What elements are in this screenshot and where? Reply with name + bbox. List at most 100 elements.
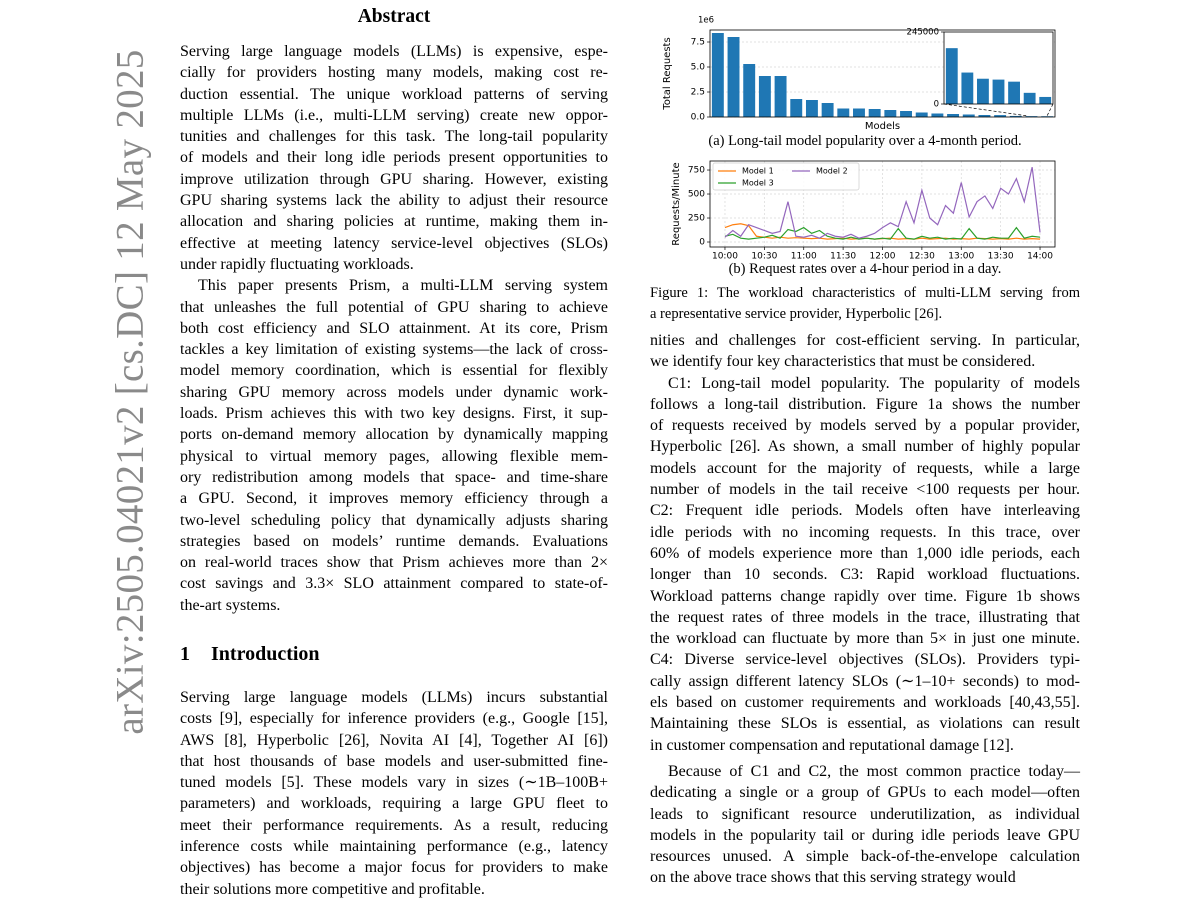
text-line: their solutions more competitive and pro… [180,880,485,898]
text-line: 60% of models experience more than 1,000… [650,544,1080,562]
text-line: strategies based on models’ runtime dema… [180,532,608,550]
text-line: Hyperbolic [26]. As shown, a small numbe… [650,438,1080,456]
text-line: tackles a key limitation of existing sys… [180,341,608,359]
x-tick-label: 12:30 [909,252,935,262]
legend-label: Model 1 [742,167,774,176]
text-line: that unleashes the full potential of GPU… [180,298,608,316]
text-line: inference costs while maintaining perfor… [180,838,608,856]
text-line: idle periods with no incoming requests. … [650,523,1080,541]
text-line: objectives) has become a major focus for… [180,859,608,877]
x-axis-label: Models [865,121,900,132]
text-line: loads. Prism achieves this with two key … [180,405,608,423]
paragraph: Serving large language models (LLMs) is … [180,41,608,275]
text-line: of models and their long idle periods pr… [180,149,608,167]
text-line: Workload patterns change rapidly over ti… [650,587,1080,605]
text-line: Maintaining these SLOs is essential, as … [650,715,1080,733]
bar [961,72,974,104]
text-line: allocation and sharing policies at runti… [180,213,608,231]
abstract-title: Abstract [357,6,431,27]
caption-lines: Figure 1: The workload characteristics o… [650,284,1080,327]
text-line: the workload can fluctuate by more than … [650,630,1080,648]
text-line: ory redistribution among models that spa… [180,468,608,486]
text-line: cally assign different latency SLOs (∼1–… [650,672,1080,690]
text-line: This paper presents Prism, a multi-LLM s… [198,277,608,295]
bar [1008,81,1020,104]
y-axis-label: Total Requests [662,37,673,110]
text-line: physical to virtual memory pages, allowi… [180,447,608,465]
bar [758,76,771,117]
bar [743,64,756,117]
subcaption: (b) Request rates over a 4-hour period i… [728,261,1002,277]
x-tick-label: 10:30 [751,252,777,262]
bar [868,109,881,117]
bar [774,76,787,117]
series-line [724,226,1041,240]
text-line: AWS [8], Hyperbolic [26], Novita AI [4],… [180,731,608,749]
bar [790,99,803,117]
legend-label: Model 3 [742,179,774,188]
bar [727,37,740,117]
section-title: Introduction [211,643,320,665]
x-tick-label: 11:00 [791,252,817,262]
y-tick-label: 0.0 [691,113,706,123]
axes-frame [709,160,1056,248]
bar [884,110,897,117]
abstract: Serving large language models (LLMs) is … [180,41,608,616]
text-line: GPU sharing systems lack the ability to … [180,192,608,210]
bar [994,115,1007,117]
bar [1023,92,1036,104]
text-line: leads to significant resource underutili… [650,805,1080,823]
paragraph: Because of C1 and C2, the most common pr… [650,761,1080,889]
y-tick-label: 2.5 [691,88,705,98]
paragraph: nities and challenges for cost-efficient… [650,330,1080,373]
text-line: two-level scheduling policy that dynamic… [180,511,608,529]
text-line: tunities and challenges for this task. T… [180,128,608,146]
y-tick-label: 5.0 [691,63,706,73]
bar [977,78,989,104]
x-tick-label: 14:00 [1027,252,1053,262]
text-line: parameters) and workloads, requiring a l… [180,795,608,813]
bar [805,100,818,117]
subcaption: (a) Long-tail model popularity over a 4-… [708,133,1022,149]
bar [1009,115,1022,117]
text-line: C2: Frequent idle periods. Models often … [650,502,1080,520]
bar [837,108,850,117]
text-line: duction essential. The unique workload p… [180,85,608,103]
y-axis-label: Requests/Minute [671,162,682,245]
legend-box [712,162,860,191]
text-line: a representative service provider, Hyper… [650,306,943,323]
text-line: models account for the majority of reque… [650,459,1080,477]
series-line [724,167,1041,239]
text-line: tuned models [5]. These models vary in s… [180,774,608,792]
y-tick-label: 245000 [907,28,939,38]
text-line: dedicating a single or a group of GPUs t… [650,784,1080,802]
text-line: we identify four key characteristics tha… [650,353,1036,371]
text-line: a GPU. Second, it improves memory effici… [180,490,608,508]
text-line: the-art systems. [180,596,281,614]
inset-connector [1046,103,1054,117]
text-line: cially for providers hosting many models… [180,64,608,82]
text-line: sharing GPU memory across models under d… [180,383,608,401]
text-line: ports on-demand memory allocation by dyn… [180,426,608,444]
text-line: the request rates of three models in the… [650,608,1080,626]
bar [1039,96,1052,104]
legend-label: Model 2 [816,167,848,176]
y-tick-label: 500 [688,190,705,200]
intro: Serving large language models (LLMs) inc… [180,687,608,900]
text-line: of requests received by models served by… [650,417,1080,435]
text-line: on real-world traces show that Prism ach… [180,554,608,572]
text-line: resources unused. A simple back-of-the-e… [650,848,1080,866]
bar [1025,116,1038,117]
bar [853,108,865,117]
text-line: number of models in the tail receive <10… [650,481,1080,499]
axis-offset: 1e6 [698,16,714,26]
paragraph: This paper presents Prism, a multi-LLM s… [180,275,608,616]
text-line: meet their performance requirements. As … [180,816,608,834]
x-tick-label: 12:00 [870,252,896,262]
text-line: costs [9], especially for inference prov… [180,710,608,728]
text-line: under rapidly fluctuating workloads. [180,255,414,273]
body-text: nities and challenges for cost-efficient… [650,330,1080,889]
text-line: Serving large language models (LLMs) is … [180,43,608,60]
text-line: that host thousands of base models and u… [180,752,608,770]
